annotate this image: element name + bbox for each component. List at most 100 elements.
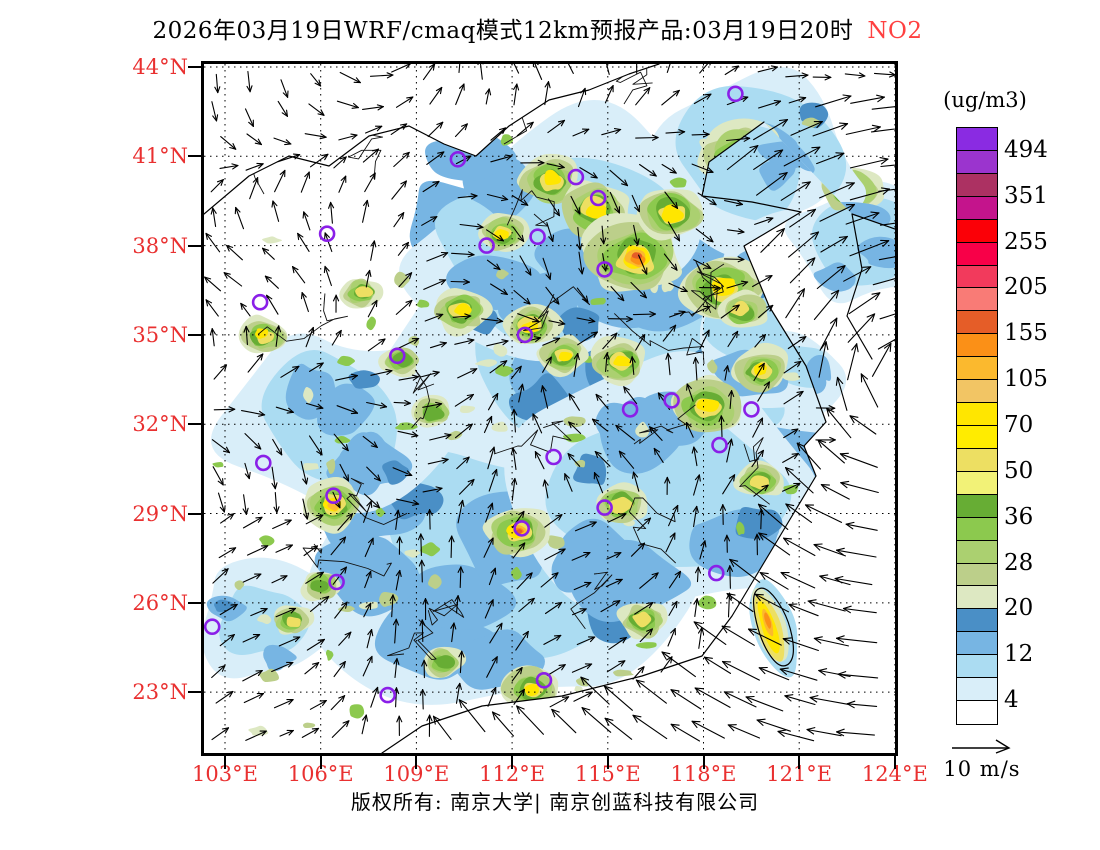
latitude-label: 26°N <box>132 590 188 615</box>
graticule-layer <box>204 64 895 753</box>
city-marker <box>545 448 562 466</box>
colorbar-label: 28 <box>1004 549 1034 576</box>
colorbar-segment <box>957 563 997 587</box>
city-marker <box>449 151 467 168</box>
city-marker <box>711 436 728 454</box>
colorbar-segment <box>957 128 997 151</box>
wind-reference-label: 10 m/s <box>943 757 1021 781</box>
city-marker <box>621 401 639 418</box>
colorbar-label: 155 <box>1004 320 1048 347</box>
wind-reference-arrow-icon <box>952 739 1011 754</box>
latitude-label: 23°N <box>132 680 188 705</box>
longitude-tick <box>511 756 514 769</box>
city-marker <box>204 618 221 635</box>
city-marker <box>535 671 553 689</box>
title-text: 2026年03月19日WRF/cmaq模式12km预报产品:03月19日20时 <box>152 18 854 44</box>
longitude-tick <box>606 756 609 769</box>
colorbar-segment <box>957 632 997 656</box>
latitude-label: 29°N <box>132 501 188 526</box>
latitude-tick <box>188 333 201 336</box>
colorbar-segment <box>957 471 997 495</box>
city-marker <box>379 686 396 704</box>
city-marker <box>529 228 546 245</box>
city-marker <box>727 85 744 103</box>
latitude-tick <box>188 66 201 68</box>
colorbar-segment <box>957 517 997 541</box>
colorbar-label: 50 <box>1004 457 1034 484</box>
city-marker <box>596 499 613 516</box>
colorbar-segment <box>957 494 997 518</box>
longitude-tick <box>319 756 322 769</box>
city-marker-layer <box>204 85 760 704</box>
colorbar-segment <box>957 334 997 358</box>
latitude-tick <box>188 691 201 694</box>
longitude-tick <box>415 756 418 769</box>
colorbar-label: 4 <box>1004 687 1019 714</box>
colorbar-label: 351 <box>1004 182 1048 209</box>
colorbar-segment <box>957 265 997 289</box>
city-marker <box>743 401 760 418</box>
colorbar-segment <box>957 403 997 426</box>
colorbar-label: 70 <box>1004 412 1034 438</box>
city-marker <box>589 189 607 207</box>
colorbar-segment <box>957 380 997 404</box>
latitude-label: 44°N <box>132 55 188 79</box>
latitude-label: 41°N <box>132 144 188 169</box>
colorbar-segment <box>957 311 997 335</box>
city-marker <box>567 168 585 186</box>
city-marker <box>516 326 534 344</box>
wind-vector-layer <box>204 64 895 742</box>
longitude-tick <box>702 756 705 769</box>
latitude-tick <box>188 601 201 604</box>
longitude-tick <box>798 756 801 769</box>
city-marker <box>254 454 272 472</box>
city-marker <box>318 225 336 242</box>
latitude-tick <box>188 155 201 158</box>
city-marker <box>389 347 406 365</box>
city-marker <box>663 392 680 409</box>
colorbar-label: 105 <box>1004 366 1048 393</box>
latitude-tick <box>188 244 201 247</box>
colorbar-label: 255 <box>1004 228 1048 255</box>
colorbar-segment <box>957 609 997 633</box>
page-title: 2026年03月19日WRF/cmaq模式12km预报产品:03月19日20时 N… <box>0 11 1075 45</box>
colorbar-segment <box>957 288 997 312</box>
city-marker <box>596 261 613 278</box>
city-marker <box>478 237 495 254</box>
colorbar-segment <box>957 219 997 243</box>
colorbar-segment <box>957 426 997 449</box>
latitude-tick <box>188 512 201 515</box>
colorbar-segment <box>957 701 997 724</box>
colorbar-segment <box>957 448 997 472</box>
latitude-label: 38°N <box>132 233 188 258</box>
colorbar-unit-label: (ug/m3) <box>943 88 1027 112</box>
latitude-label: 32°N <box>132 412 188 437</box>
colorbar-segment <box>957 655 997 679</box>
colorbar-label: 205 <box>1004 274 1048 301</box>
colorbar-segment <box>957 540 997 564</box>
latitude-tick <box>188 423 201 426</box>
latitude-label: 35°N <box>132 322 188 347</box>
city-marker <box>707 564 725 582</box>
map-canvas <box>204 64 895 753</box>
city-marker <box>325 487 342 505</box>
colorbar-segment <box>957 173 997 197</box>
longitude-tick <box>893 756 896 769</box>
colorbar-label: 20 <box>1004 595 1034 622</box>
colorbar-segment <box>957 586 997 610</box>
title-pollutant: NO2 <box>867 18 923 44</box>
colorbar-segment <box>957 150 997 174</box>
colorbar-label: 12 <box>1004 641 1034 668</box>
city-marker <box>513 520 531 537</box>
colorbar-label: 494 <box>1004 136 1048 163</box>
colorbar <box>956 127 998 725</box>
colorbar-segment <box>957 357 997 381</box>
map-frame <box>201 61 898 756</box>
city-marker <box>328 573 345 591</box>
copyright-text: 版权所有: 南京大学| 南京创蓝科技有限公司 <box>350 790 760 814</box>
colorbar-label: 36 <box>1004 503 1034 530</box>
city-marker <box>251 293 269 311</box>
colorbar-segment <box>957 242 997 266</box>
colorbar-segment <box>957 678 997 702</box>
longitude-tick <box>224 756 226 769</box>
